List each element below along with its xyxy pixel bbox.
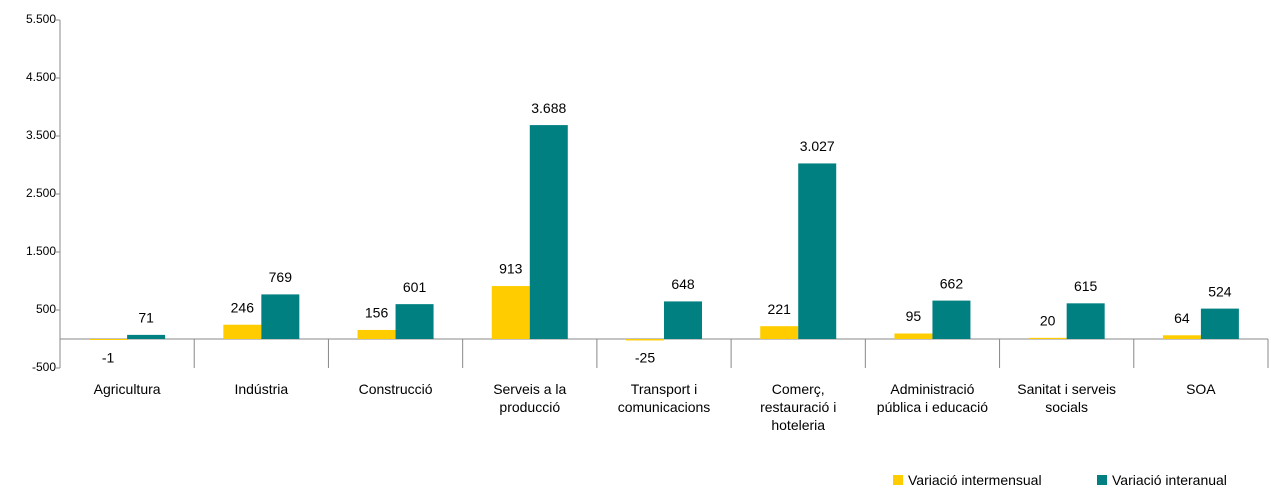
y-tick-label: 2.500 (26, 186, 56, 200)
legend-label: Variació interanual (1112, 472, 1227, 488)
bar (1028, 337, 1067, 339)
value-label: 662 (940, 275, 964, 291)
legend-item: Variació interanual (1097, 472, 1227, 488)
value-label: 20 (1040, 313, 1056, 329)
y-tick-label: 500 (36, 302, 56, 316)
value-label: 221 (768, 301, 792, 317)
y-tick-label: -500 (32, 360, 56, 374)
bar (1066, 303, 1105, 339)
x-tick-label: Comerç, restauració i hoteleria (760, 381, 837, 433)
bar (760, 326, 799, 339)
legend-item: Variació intermensual (893, 472, 1042, 488)
value-label: 3.027 (800, 138, 835, 154)
y-tick-label: 5.500 (26, 12, 56, 26)
bar (357, 329, 396, 339)
y-tick-label: 4.500 (26, 70, 56, 84)
legend-swatch (1097, 475, 1107, 485)
bar (223, 324, 262, 339)
bar (798, 163, 837, 339)
value-label: 71 (138, 310, 154, 326)
value-label: 246 (231, 299, 255, 315)
value-label: 601 (403, 279, 427, 295)
value-label: 156 (365, 305, 389, 321)
x-tick-label: Construcció (358, 381, 433, 397)
bar (89, 339, 128, 340)
bar (127, 334, 166, 339)
x-tick-label: SOA (1186, 381, 1216, 397)
legend-swatch (893, 475, 903, 485)
value-label: 648 (671, 276, 695, 292)
value-label: 769 (269, 269, 293, 285)
bar (664, 301, 702, 339)
x-tick-label: Administració pública i educació (876, 381, 989, 415)
legend-label: Variació intermensual (908, 472, 1042, 488)
value-label: 64 (1174, 310, 1190, 326)
y-tick-label: 1.500 (26, 244, 56, 258)
x-tick-label: Serveis a la producció (493, 381, 567, 415)
y-tick-label: 3.500 (26, 128, 56, 142)
bar (395, 304, 434, 339)
value-label: -25 (635, 350, 655, 366)
bar (626, 339, 664, 341)
x-tick-label: Agricultura (93, 381, 161, 397)
x-tick-label: Transport i comunicacions (617, 381, 711, 415)
bar (894, 333, 933, 339)
bar (1200, 308, 1239, 339)
x-tick-label: Indústria (234, 381, 289, 397)
bar (261, 294, 300, 339)
value-label: 615 (1074, 278, 1098, 294)
value-label: 95 (906, 308, 922, 324)
x-tick-label: Sanitat i serveis socials (1017, 381, 1117, 415)
value-label: 524 (1208, 283, 1232, 299)
value-label: 913 (499, 261, 523, 277)
value-label: 3.688 (531, 100, 566, 116)
bar (529, 125, 568, 339)
bar (932, 300, 971, 339)
bar (1162, 335, 1201, 339)
value-label: -1 (102, 350, 115, 366)
bar (491, 286, 530, 339)
